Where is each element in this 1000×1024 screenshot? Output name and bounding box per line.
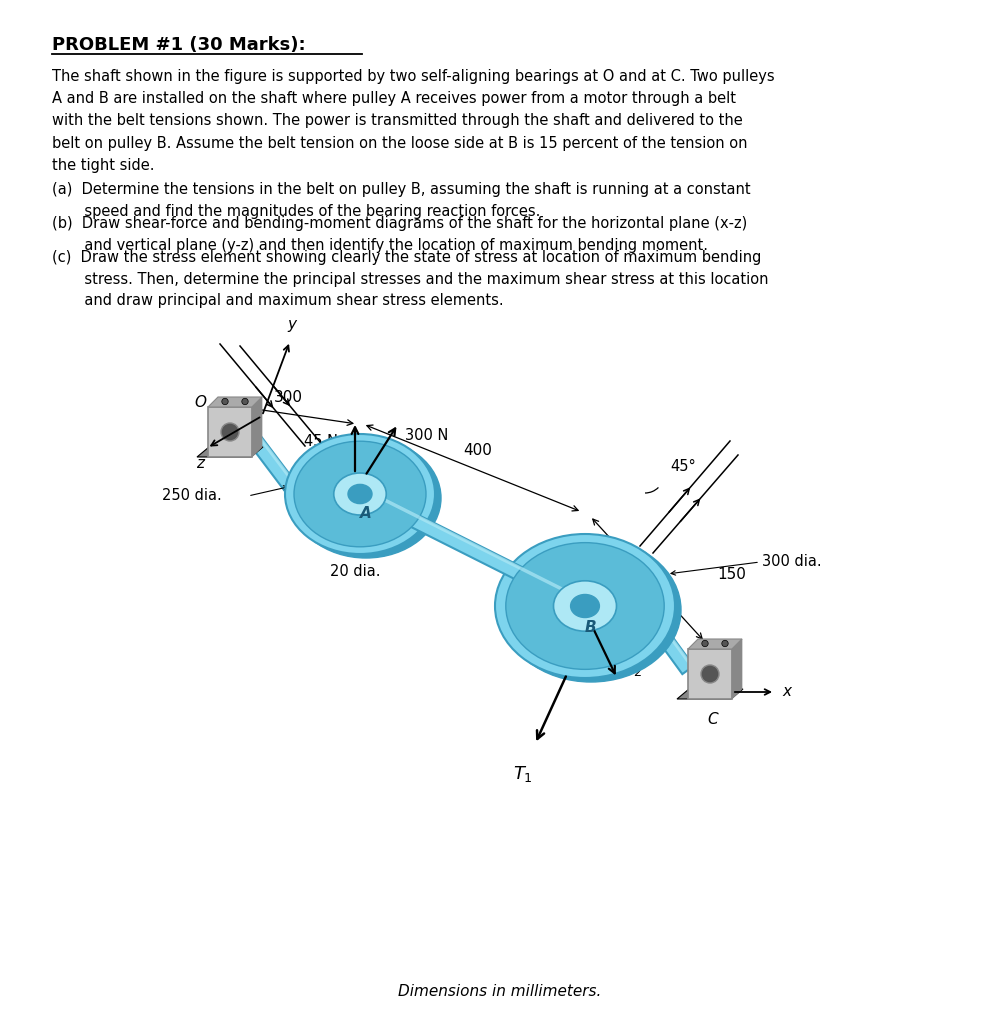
Text: z: z [196, 456, 204, 471]
Polygon shape [252, 397, 262, 457]
Text: 45°: 45° [670, 459, 696, 473]
Text: O: O [194, 395, 206, 410]
FancyBboxPatch shape [688, 649, 732, 699]
Circle shape [242, 398, 248, 404]
Circle shape [722, 640, 728, 647]
Ellipse shape [501, 538, 681, 682]
Ellipse shape [291, 438, 441, 558]
Ellipse shape [554, 581, 616, 631]
Text: Dimensions in millimeters.: Dimensions in millimeters. [398, 984, 602, 999]
Text: 20 dia.: 20 dia. [330, 564, 380, 580]
Circle shape [702, 640, 708, 647]
Text: 250 dia.: 250 dia. [162, 488, 222, 504]
Polygon shape [367, 489, 583, 601]
Ellipse shape [285, 434, 435, 554]
Text: A: A [360, 507, 372, 521]
Text: 45 N: 45 N [304, 433, 338, 449]
Text: The shaft shown in the figure is supported by two self-aligning bearings at O an: The shaft shown in the figure is support… [52, 69, 775, 173]
Polygon shape [362, 489, 583, 610]
Circle shape [701, 665, 719, 683]
Text: $T_2$: $T_2$ [623, 658, 643, 678]
Text: x: x [782, 684, 791, 699]
Ellipse shape [294, 441, 426, 547]
FancyBboxPatch shape [208, 407, 252, 457]
Polygon shape [255, 432, 298, 486]
Text: 400: 400 [463, 443, 492, 458]
Text: (c)  Draw the stress element showing clearly the state of stress at location of : (c) Draw the stress element showing clea… [52, 250, 768, 308]
Text: B: B [584, 621, 596, 636]
Polygon shape [639, 607, 694, 674]
Ellipse shape [571, 595, 599, 617]
Polygon shape [677, 689, 743, 699]
Ellipse shape [348, 484, 372, 504]
Polygon shape [208, 397, 262, 407]
Polygon shape [732, 639, 742, 699]
Text: 150: 150 [717, 566, 746, 582]
Text: 300: 300 [274, 390, 302, 406]
Text: C: C [708, 712, 718, 727]
Ellipse shape [334, 473, 386, 515]
Ellipse shape [495, 534, 675, 678]
Polygon shape [688, 639, 742, 649]
Text: PROBLEM #1 (30 Marks):: PROBLEM #1 (30 Marks): [52, 36, 306, 54]
Circle shape [222, 398, 228, 404]
Text: y: y [288, 317, 296, 332]
Text: (a)  Determine the tensions in the belt on pulley B, assuming the shaft is runni: (a) Determine the tensions in the belt o… [52, 182, 751, 218]
Text: $T_1$: $T_1$ [513, 764, 533, 784]
Polygon shape [197, 447, 263, 457]
Text: 300 N: 300 N [405, 428, 448, 443]
Text: 300 dia.: 300 dia. [762, 555, 822, 569]
Ellipse shape [506, 543, 664, 670]
Circle shape [221, 423, 239, 441]
Polygon shape [648, 607, 694, 668]
Polygon shape [246, 432, 298, 494]
Text: (b)  Draw shear-force and bending-moment diagrams of the shaft for the horizonta: (b) Draw shear-force and bending-moment … [52, 216, 747, 253]
